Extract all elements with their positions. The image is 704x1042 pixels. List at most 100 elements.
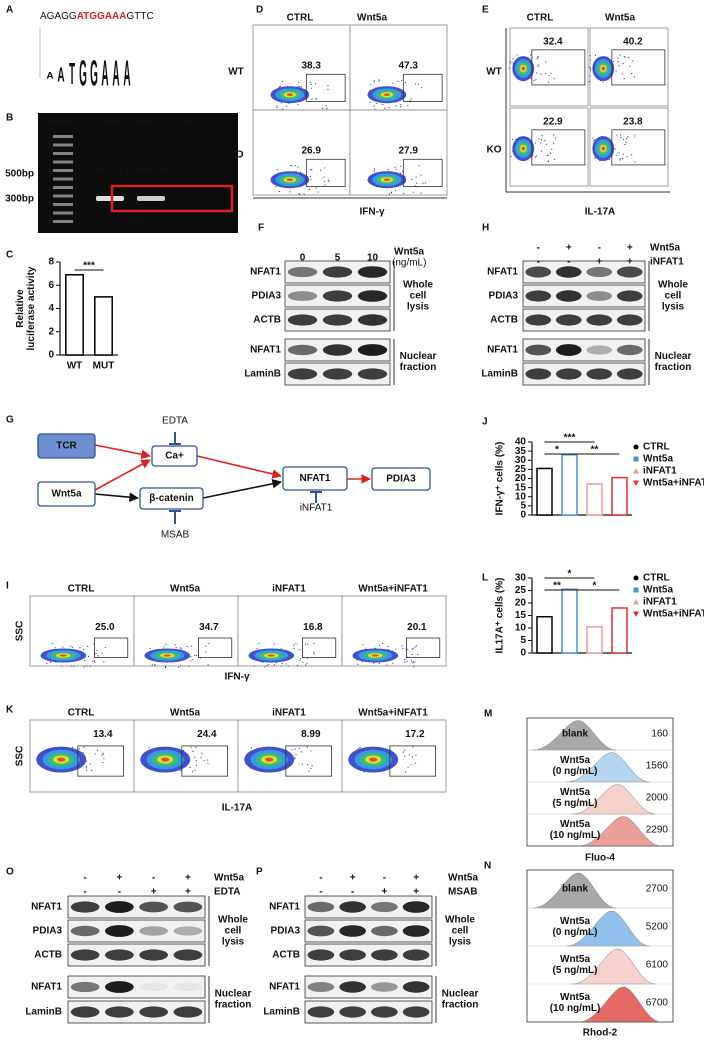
blot-row-label: NFAT1: [250, 267, 281, 278]
gate-value: 20.1: [407, 622, 427, 633]
gate: [285, 745, 332, 777]
blot-band: [287, 291, 318, 301]
event-dot: [400, 165, 402, 167]
event-dot: [102, 761, 104, 764]
fraction-label: Nuclear: [400, 351, 437, 362]
node-label: Ca+: [165, 451, 184, 462]
ladder-band: [53, 211, 73, 215]
event-dot: [545, 73, 547, 75]
column-label: CTRL: [68, 584, 95, 595]
event-dot: [411, 654, 413, 656]
sign: +: [596, 257, 602, 268]
blot-band: [616, 290, 643, 302]
blot-strip: [304, 919, 433, 943]
sample-label: (5 ng/mL): [553, 965, 598, 976]
sample-label: Wnt5a: [560, 787, 590, 798]
blot-band: [70, 901, 100, 913]
x-label: IFN-γ: [225, 672, 250, 683]
significance: **: [591, 445, 599, 456]
event-dot: [279, 85, 281, 88]
event-dot: [308, 770, 310, 772]
event-dot: [414, 661, 416, 663]
blot-band: [525, 368, 552, 380]
event-dot: [378, 80, 380, 82]
sign: -: [152, 873, 155, 884]
event-dot: [85, 765, 87, 767]
event-dot: [192, 750, 194, 752]
event-dot: [61, 665, 63, 667]
histogram-curve: [572, 948, 656, 985]
ladder-band: [53, 169, 73, 172]
inhibitor-label: EDTA: [162, 416, 188, 427]
sample-label: (0 ng/mL): [553, 766, 598, 777]
blot-strip: [304, 975, 433, 999]
blot-row-label: ACTB: [34, 950, 62, 961]
gate-value: 22.9: [543, 117, 563, 128]
blot-row-label: PDIA3: [489, 291, 519, 302]
y-label: SSC: [15, 746, 26, 767]
event-dot: [297, 104, 299, 106]
ladder-band: [53, 135, 73, 138]
blot-band: [322, 368, 353, 380]
event-dot: [400, 106, 402, 108]
event-dot: [188, 665, 190, 667]
event-dot: [320, 169, 322, 171]
event-dot: [420, 192, 422, 194]
bar: [561, 454, 578, 516]
event-dot: [89, 763, 91, 765]
mfi-value: 1560: [646, 761, 669, 772]
event-dot: [357, 663, 359, 665]
blot-band: [525, 314, 552, 326]
blot-row-label: NFAT1: [31, 902, 62, 913]
event-dot: [287, 665, 289, 667]
event-dot: [315, 83, 317, 85]
gate: [406, 637, 441, 659]
blot-row-label: LaminB: [25, 1007, 62, 1018]
event-dot: [205, 651, 207, 653]
event-dot: [327, 179, 329, 181]
panel-letter: P: [256, 867, 263, 878]
x-label: Rhod-2: [583, 1028, 618, 1039]
blot-row-label: NFAT1: [269, 902, 300, 913]
event-dot: [616, 134, 618, 136]
event-dot: [551, 148, 553, 151]
sign: +: [566, 243, 572, 254]
event-dot: [615, 154, 617, 157]
logo-letter: G: [79, 53, 87, 94]
panel-letter: O: [6, 867, 14, 878]
blot-band: [616, 368, 643, 380]
event-dot: [400, 172, 402, 174]
event-dot: [612, 60, 615, 63]
blot-strip: [67, 975, 206, 999]
event-dot: [594, 157, 596, 159]
density: [286, 178, 293, 182]
event-dot: [618, 65, 620, 67]
gate: [305, 73, 346, 102]
event-dot: [315, 187, 317, 189]
event-dot: [298, 81, 300, 84]
event-dot: [79, 647, 81, 649]
blot-row-label: LaminB: [244, 369, 281, 380]
blot-row-label: LaminB: [263, 1007, 300, 1018]
arrow: [94, 492, 139, 502]
sign: +: [413, 873, 419, 884]
event-dot: [273, 643, 275, 645]
event-dot: [97, 655, 99, 657]
event-dot: [412, 746, 414, 748]
blot-band: [307, 901, 335, 913]
event-dot: [394, 166, 396, 168]
blot-band: [357, 368, 388, 380]
event-dot: [404, 658, 406, 661]
event-dot: [546, 154, 548, 156]
blot-strip: [67, 943, 206, 967]
blot-row-label: ACTB: [253, 315, 281, 326]
event-dot: [588, 81, 590, 83]
event-dot: [424, 182, 426, 184]
event-dot: [308, 188, 310, 191]
event-dot: [608, 158, 610, 161]
column-label: iNFAT1: [272, 584, 306, 595]
blot-strip: [522, 308, 646, 332]
gate-value: 47.3: [398, 60, 418, 71]
gate: [77, 745, 124, 777]
event-dot: [369, 101, 371, 103]
